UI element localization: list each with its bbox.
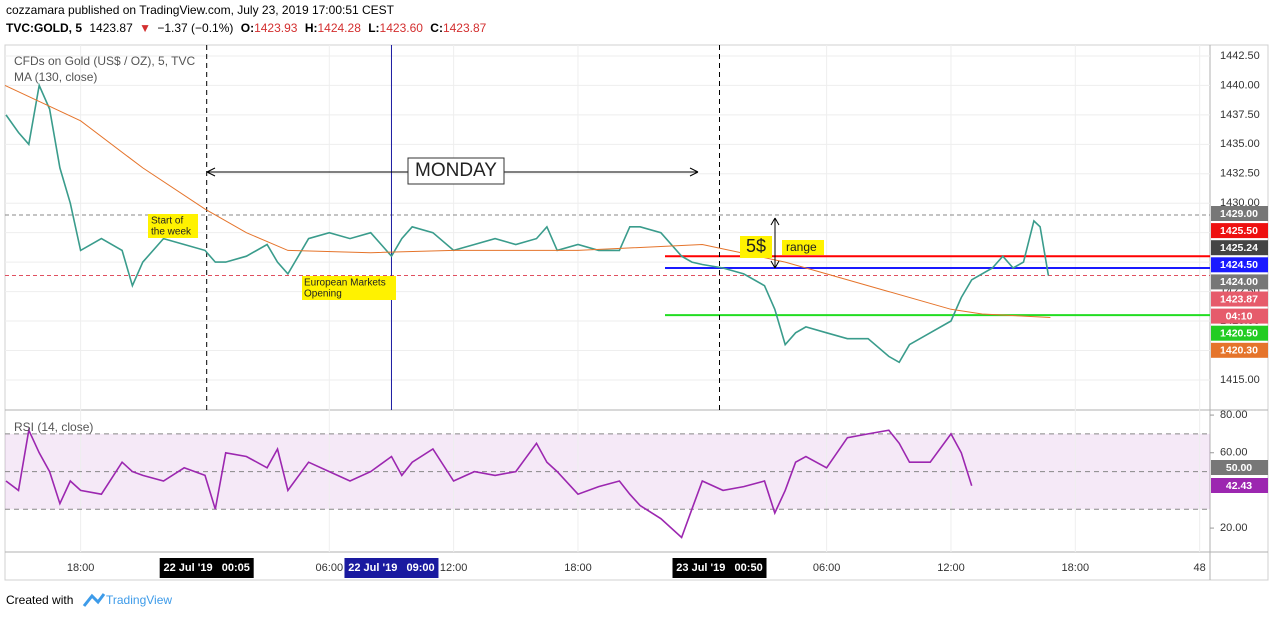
x-tick-label: 06:00 xyxy=(813,562,841,574)
author-line: cozzamara published on TradingView.com, … xyxy=(6,3,395,17)
last-price: 1423.87 xyxy=(89,21,133,35)
down-arrow: ▼ xyxy=(139,21,151,35)
price-badge-label: 1420.50 xyxy=(1220,327,1258,339)
y-tick-label: 1442.50 xyxy=(1220,50,1260,62)
y-tick-label: 1415.00 xyxy=(1220,374,1260,386)
rsi-title: RSI (14, close) xyxy=(14,420,93,434)
note-text: range xyxy=(786,240,817,254)
x-tick-label: 48 xyxy=(1194,562,1206,574)
ohlc-key: H: xyxy=(305,21,318,35)
logo xyxy=(82,593,106,607)
price-line xyxy=(4,84,1051,318)
price-badge-label: 1424.50 xyxy=(1220,259,1258,271)
ohlc-key: C: xyxy=(430,21,443,35)
price-badge-label: 1425.50 xyxy=(1220,225,1258,237)
price-badge xyxy=(1211,257,1268,273)
price-badge xyxy=(1211,342,1268,358)
y-tick-label: 1432.50 xyxy=(1220,168,1260,180)
note-box xyxy=(148,214,198,238)
price-line xyxy=(5,82,1050,364)
ohlc-value: 1424.28 xyxy=(317,21,361,35)
price-badge xyxy=(1211,274,1268,290)
note-box xyxy=(302,276,396,300)
y-tick-label: 80.00 xyxy=(1220,409,1248,421)
price-badge xyxy=(1211,308,1268,324)
x-tick-label: 18:00 xyxy=(67,562,95,574)
monday-box xyxy=(407,157,505,185)
time-marker-badge xyxy=(672,558,767,578)
note-box xyxy=(782,240,824,255)
price-badge-label: 04:10 xyxy=(1226,310,1253,322)
rsi-badge xyxy=(1211,478,1268,493)
price-badge-label: 1424.00 xyxy=(1220,276,1258,288)
price-badge-label: 1429.00 xyxy=(1220,208,1258,220)
note-text: Start of xyxy=(151,216,183,227)
ohlc-value: 1423.93 xyxy=(254,21,298,35)
price-badge-label: 1425.24 xyxy=(1220,242,1258,254)
x-tick-label: 06:00 xyxy=(316,562,344,574)
x-tick-label: 12:00 xyxy=(440,562,468,574)
y-tick-label: 1440.00 xyxy=(1220,79,1260,91)
price-badge-label: 1420.30 xyxy=(1220,345,1258,357)
x-tick-label: 12:00 xyxy=(937,562,965,574)
rsi-badge xyxy=(1211,460,1268,475)
time-marker-badge xyxy=(159,558,254,578)
price-badge xyxy=(1211,325,1268,341)
chart-title: CFDs on Gold (US$ / OZ), 5, TVC xyxy=(14,54,195,68)
footer-text: Created with xyxy=(6,593,73,607)
rsi-badge-label: 42.43 xyxy=(1226,480,1252,492)
footer-brand[interactable]: TradingView xyxy=(106,593,172,607)
price-badge xyxy=(1211,291,1268,307)
ohlc-value: 1423.60 xyxy=(380,21,424,35)
price-badge xyxy=(1211,223,1268,239)
symbol: TVC:GOLD, 5 xyxy=(6,21,82,35)
x-tick-label: 18:00 xyxy=(1062,562,1090,574)
y-tick-label: 20.00 xyxy=(1220,522,1248,534)
monday-label: MONDAY xyxy=(415,160,497,181)
price-badge xyxy=(1211,206,1268,221)
change: −1.37 (−0.1%) xyxy=(157,21,233,35)
ohlc-key: L: xyxy=(368,21,379,35)
note-text: European Markets xyxy=(304,278,386,289)
rsi-badge-label: 50.00 xyxy=(1226,462,1252,474)
time-marker-label: 23 Jul '19 00:50 xyxy=(676,562,762,574)
y-tick-label: 1435.00 xyxy=(1220,138,1260,150)
range-arrow xyxy=(770,217,780,269)
time-marker-label: 22 Jul '19 09:00 xyxy=(348,562,434,574)
price-badge xyxy=(1211,240,1268,256)
note-text: Opening xyxy=(304,289,342,300)
ohlc-key: O: xyxy=(241,21,254,35)
note-text: the week xyxy=(151,227,192,238)
time-marker-badge xyxy=(344,558,439,578)
price-badge-label: 1423.87 xyxy=(1220,293,1258,305)
note-box xyxy=(740,236,772,258)
y-tick-label: 1437.50 xyxy=(1220,109,1260,121)
note-text: 5$ xyxy=(746,236,766,256)
ma-legend: MA (130, close) xyxy=(14,70,97,84)
x-tick-label: 18:00 xyxy=(564,562,592,574)
time-marker-label: 22 Jul '19 00:05 xyxy=(163,562,249,574)
arrow-head xyxy=(206,167,699,177)
symbol-line: TVC:GOLD, 5 1423.87 ▼ −1.37 (−0.1%) O:14… xyxy=(6,21,487,35)
y-tick-label: 60.00 xyxy=(1220,447,1248,459)
rsi-line xyxy=(5,427,973,539)
ohlc-value: 1423.87 xyxy=(443,21,487,35)
